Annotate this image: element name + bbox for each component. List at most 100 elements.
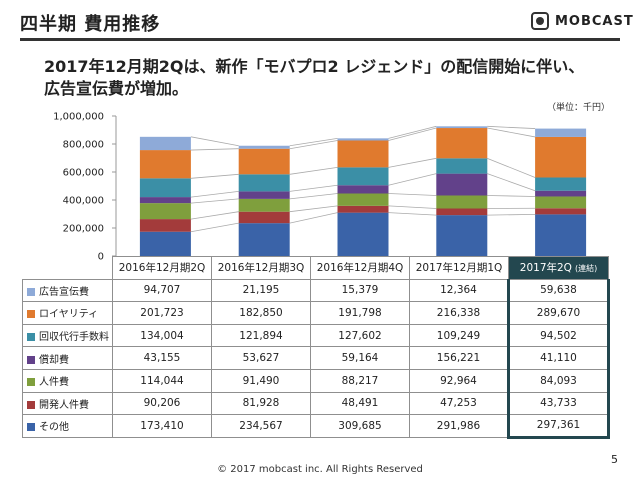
company-logo: MOBCAST (531, 12, 634, 30)
y-tick-label: 400,000 (63, 196, 104, 207)
connector-line (388, 193, 437, 196)
headline-line-1: 2017年12月期2Qは、新作「モバプロ2 レジェンド」の配信開始に伴い、 (44, 57, 585, 76)
table-cell: 88,217 (310, 368, 410, 393)
bar-segment (238, 145, 290, 149)
table-header-row: 2016年12月期2Q 2016年12月期3Q 2016年12月期4Q 2017年12… (23, 256, 609, 280)
bar-segment (139, 219, 191, 232)
headline: 2017年12月期2Qは、新作「モバプロ2 レジェンド」の配信開始に伴い、 広告… (44, 56, 604, 100)
row-label-text: その他 (39, 422, 69, 434)
table-cell: 156,221 (409, 346, 509, 370)
table-cell: 173,410 (112, 414, 212, 438)
bar-segment (535, 190, 587, 197)
connector-line (388, 212, 437, 216)
y-tick-label: 0 (98, 252, 104, 263)
row-label-text: 広告宣伝費 (39, 286, 89, 298)
row-label-text: 回収代行手数料 (39, 332, 109, 344)
bar-segment (139, 136, 191, 151)
legend-swatch (27, 287, 35, 296)
table-row: その他 173,410 234,567 309,685 291,986 297,361 (22, 414, 610, 439)
connector-line (487, 213, 536, 216)
table-cell: 92,964 (409, 368, 509, 393)
y-tick-label: 1,000,000 (53, 112, 104, 123)
table-row: 広告宣伝費 94,707 21,195 15,379 12,364 59,638 (22, 278, 610, 303)
connector-line (388, 173, 437, 186)
table-cell: 47,253 (409, 391, 509, 416)
bar-segment (535, 136, 587, 178)
bar-segment (436, 208, 488, 216)
logo-text: MOBCAST (555, 13, 634, 29)
column-header: 2017年2Q (連結) (508, 256, 609, 280)
y-tick-label: 600,000 (63, 168, 104, 179)
table-cell: 216,338 (409, 301, 509, 325)
table-cell: 109,249 (409, 323, 509, 348)
y-tick-label: 800,000 (63, 140, 104, 151)
row-label: 人件費 (22, 368, 113, 393)
table-cell: 114,044 (112, 368, 212, 393)
bar-segment (139, 203, 191, 220)
bar-segment (535, 177, 587, 191)
footer-copyright: © 2017 mobcast inc. All Rights Reserved (217, 464, 423, 475)
table-cell: 289,670 (507, 301, 610, 325)
connector-line (190, 211, 239, 220)
bar-segment (436, 126, 488, 129)
table-cell: 84,093 (507, 368, 610, 393)
connector-line (388, 125, 437, 139)
table-cell: 94,707 (112, 278, 212, 303)
column-header: 2016年12月期2Q (112, 256, 212, 280)
connector-line (190, 173, 239, 179)
bar-segment (337, 205, 389, 213)
connector-line (487, 173, 536, 192)
bar-segment (238, 198, 290, 212)
connector-line (289, 184, 338, 192)
connector-line (388, 205, 437, 209)
table-row: 人件費 114,044 91,490 88,217 92,964 84,093 (22, 368, 610, 393)
row-label: その他 (22, 414, 113, 438)
bar-segment (238, 174, 290, 192)
connector-line (190, 136, 239, 147)
bar-segment (238, 223, 290, 256)
bar-segment (238, 148, 290, 175)
table-cell: 309,685 (310, 414, 410, 438)
bar-segment (139, 150, 191, 179)
legend-swatch (27, 355, 35, 364)
bar-segment (139, 231, 191, 256)
table-cell: 48,491 (310, 391, 410, 416)
connector-line (289, 137, 338, 147)
bar-segment (436, 195, 488, 209)
bar-segment (337, 167, 389, 186)
connector-line (289, 166, 338, 175)
table-cell: 90,206 (112, 391, 212, 416)
connector-line (289, 140, 338, 150)
table-corner (23, 257, 113, 280)
table-cell: 43,155 (112, 346, 212, 370)
table-row: 回収代行手数料 134,004 121,894 127,602 109,249 94,50… (22, 323, 610, 348)
table-cell: 15,379 (310, 278, 410, 303)
table-cell: 291,986 (409, 414, 509, 438)
table-cell: 182,850 (211, 301, 311, 325)
legend-swatch (27, 333, 35, 342)
bar-segment (139, 197, 191, 204)
logo-mark-icon (531, 12, 549, 30)
legend-swatch (27, 310, 35, 319)
connector-line (289, 212, 338, 224)
table-cell: 127,602 (310, 323, 410, 348)
column-header: 2016年12月期4Q (310, 256, 410, 280)
table-cell: 91,490 (211, 368, 311, 393)
connector-line (487, 157, 536, 178)
connector-line (289, 193, 338, 200)
bar-segment (436, 128, 488, 159)
unit-note: （単位：千円） (546, 103, 610, 113)
column-header-label: 2017年2Q (519, 262, 572, 275)
table-row: ロイヤリティ 201,723 182,850 191,798 216,338 289,67… (22, 301, 610, 325)
table-cell: 53,627 (211, 346, 311, 370)
row-label-text: ロイヤリティ (39, 309, 99, 321)
table-row: 償却費 43,155 53,627 59,164 156,221 41,110 (22, 346, 610, 370)
table-cell: 134,004 (112, 323, 212, 348)
table-cell: 81,928 (211, 391, 311, 416)
page-title: 四半期 費用推移 (20, 14, 161, 35)
headline-line-2: 広告宣伝費が増加。 (44, 79, 189, 98)
table-cell: 201,723 (112, 301, 212, 325)
row-label: 開発人件費 (22, 391, 113, 416)
row-label-text: 償却費 (39, 354, 69, 366)
